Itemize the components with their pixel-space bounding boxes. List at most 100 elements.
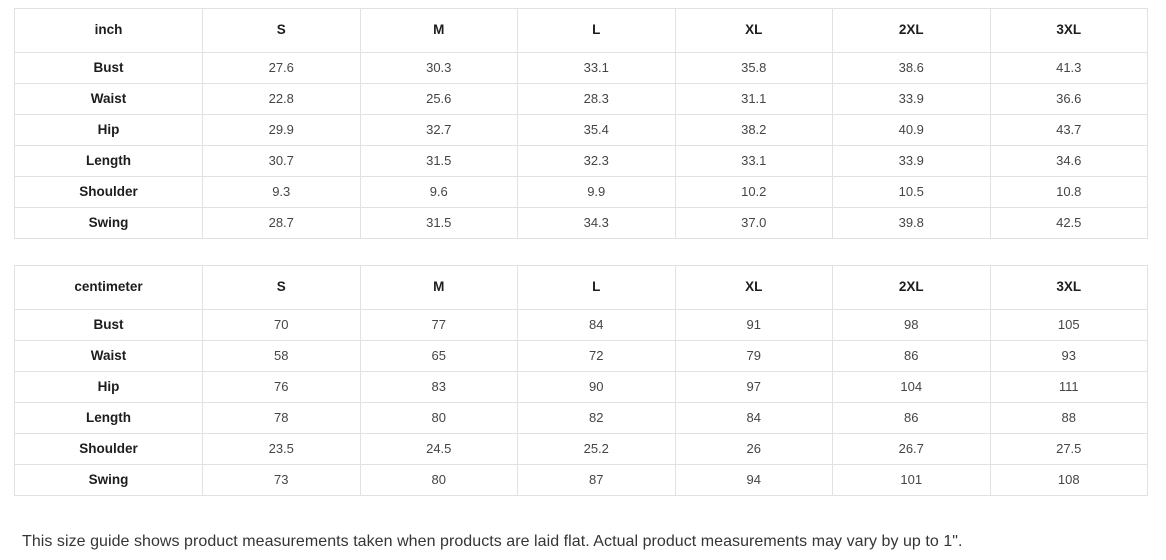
cell-swing-xl: 94	[674, 464, 833, 496]
table-row: Length 30.7 31.5 32.3 33.1 33.9 34.6	[14, 145, 1148, 177]
table-header-row: inch S M L XL 2XL 3XL	[14, 8, 1148, 53]
size-header-2xl: 2XL	[832, 8, 991, 53]
row-label-bust: Bust	[14, 52, 203, 84]
cell-length-l: 32.3	[517, 145, 676, 177]
row-label-shoulder: Shoulder	[14, 433, 203, 465]
cell-swing-s: 73	[202, 464, 361, 496]
cell-waist-l: 72	[517, 340, 676, 372]
cell-swing-l: 87	[517, 464, 676, 496]
cell-hip-xl: 97	[674, 371, 833, 403]
size-table-inch-body: Bust 27.6 30.3 33.1 35.8 38.6 41.3 Waist…	[14, 52, 1148, 239]
size-header-2xl: 2XL	[832, 265, 991, 310]
cell-shoulder-xl: 10.2	[674, 176, 833, 208]
cell-hip-l: 90	[517, 371, 676, 403]
table-row: Waist 22.8 25.6 28.3 31.1 33.9 36.6	[14, 83, 1148, 115]
row-label-waist: Waist	[14, 340, 203, 372]
cell-waist-3xl: 93	[989, 340, 1148, 372]
cell-waist-m: 25.6	[359, 83, 518, 115]
cell-hip-3xl: 43.7	[989, 114, 1148, 146]
table-row: Bust 27.6 30.3 33.1 35.8 38.6 41.3	[14, 52, 1148, 84]
cell-length-s: 30.7	[202, 145, 361, 177]
size-table-inch: inch S M L XL 2XL 3XL Bust 27.6 30.3 33.…	[14, 8, 1148, 239]
size-table-cm-head: centimeter S M L XL 2XL 3XL	[14, 265, 1148, 310]
table-row: Bust 70 77 84 91 98 105	[14, 309, 1148, 341]
unit-header-inch: inch	[14, 8, 203, 53]
row-label-swing: Swing	[14, 207, 203, 239]
cell-waist-l: 28.3	[517, 83, 676, 115]
cell-shoulder-l: 25.2	[517, 433, 676, 465]
table-row: Waist 58 65 72 79 86 93	[14, 340, 1148, 372]
cell-waist-s: 22.8	[202, 83, 361, 115]
cell-length-3xl: 34.6	[989, 145, 1148, 177]
cell-shoulder-3xl: 27.5	[989, 433, 1148, 465]
row-label-length: Length	[14, 402, 203, 434]
cell-hip-l: 35.4	[517, 114, 676, 146]
cell-length-2xl: 33.9	[832, 145, 991, 177]
table-row: Hip 29.9 32.7 35.4 38.2 40.9 43.7	[14, 114, 1148, 146]
cell-shoulder-s: 23.5	[202, 433, 361, 465]
cell-bust-2xl: 38.6	[832, 52, 991, 84]
row-label-bust: Bust	[14, 309, 203, 341]
cell-hip-2xl: 40.9	[832, 114, 991, 146]
cell-hip-s: 76	[202, 371, 361, 403]
cell-hip-m: 32.7	[359, 114, 518, 146]
table-row: Swing 73 80 87 94 101 108	[14, 464, 1148, 496]
size-header-l: L	[517, 265, 676, 310]
size-header-3xl: 3XL	[989, 8, 1148, 53]
table-row: Hip 76 83 90 97 104 111	[14, 371, 1148, 403]
cell-hip-2xl: 104	[832, 371, 991, 403]
cell-shoulder-xl: 26	[674, 433, 833, 465]
size-header-l: L	[517, 8, 676, 53]
cell-swing-l: 34.3	[517, 207, 676, 239]
size-table-cm-body: Bust 70 77 84 91 98 105 Waist 58 65 72 7…	[14, 309, 1148, 496]
cell-bust-2xl: 98	[832, 309, 991, 341]
cell-swing-3xl: 108	[989, 464, 1148, 496]
row-label-shoulder: Shoulder	[14, 176, 203, 208]
cell-shoulder-2xl: 10.5	[832, 176, 991, 208]
row-label-hip: Hip	[14, 371, 203, 403]
cell-bust-l: 33.1	[517, 52, 676, 84]
cell-length-m: 31.5	[359, 145, 518, 177]
cell-waist-2xl: 86	[832, 340, 991, 372]
size-table-centimeter: centimeter S M L XL 2XL 3XL Bust 70 77 8…	[14, 265, 1148, 496]
cell-swing-2xl: 39.8	[832, 207, 991, 239]
row-label-length: Length	[14, 145, 203, 177]
cell-bust-m: 77	[359, 309, 518, 341]
cell-swing-3xl: 42.5	[989, 207, 1148, 239]
cell-length-xl: 33.1	[674, 145, 833, 177]
table-row: Shoulder 9.3 9.6 9.9 10.2 10.5 10.8	[14, 176, 1148, 208]
row-label-hip: Hip	[14, 114, 203, 146]
cell-swing-m: 31.5	[359, 207, 518, 239]
cell-length-xl: 84	[674, 402, 833, 434]
cell-bust-3xl: 105	[989, 309, 1148, 341]
size-guide-footnote: This size guide shows product measuremen…	[22, 533, 963, 550]
cell-hip-3xl: 111	[989, 371, 1148, 403]
row-label-swing: Swing	[14, 464, 203, 496]
cell-hip-xl: 38.2	[674, 114, 833, 146]
table-row: Length 78 80 82 84 86 88	[14, 402, 1148, 434]
cell-bust-l: 84	[517, 309, 676, 341]
cell-length-l: 82	[517, 402, 676, 434]
cell-shoulder-3xl: 10.8	[989, 176, 1148, 208]
size-table-inch-head: inch S M L XL 2XL 3XL	[14, 8, 1148, 53]
size-header-m: M	[359, 8, 518, 53]
table-row: Swing 28.7 31.5 34.3 37.0 39.8 42.5	[14, 207, 1148, 239]
size-header-s: S	[202, 8, 361, 53]
table-header-row: centimeter S M L XL 2XL 3XL	[14, 265, 1148, 310]
cell-swing-2xl: 101	[832, 464, 991, 496]
cell-length-m: 80	[359, 402, 518, 434]
cell-shoulder-l: 9.9	[517, 176, 676, 208]
cell-waist-s: 58	[202, 340, 361, 372]
size-header-xl: XL	[674, 8, 833, 53]
size-header-3xl: 3XL	[989, 265, 1148, 310]
table-row: Shoulder 23.5 24.5 25.2 26 26.7 27.5	[14, 433, 1148, 465]
cell-bust-s: 27.6	[202, 52, 361, 84]
cell-bust-s: 70	[202, 309, 361, 341]
cell-swing-m: 80	[359, 464, 518, 496]
size-header-s: S	[202, 265, 361, 310]
cell-hip-s: 29.9	[202, 114, 361, 146]
size-header-xl: XL	[674, 265, 833, 310]
cell-waist-m: 65	[359, 340, 518, 372]
cell-waist-3xl: 36.6	[989, 83, 1148, 115]
cell-bust-3xl: 41.3	[989, 52, 1148, 84]
